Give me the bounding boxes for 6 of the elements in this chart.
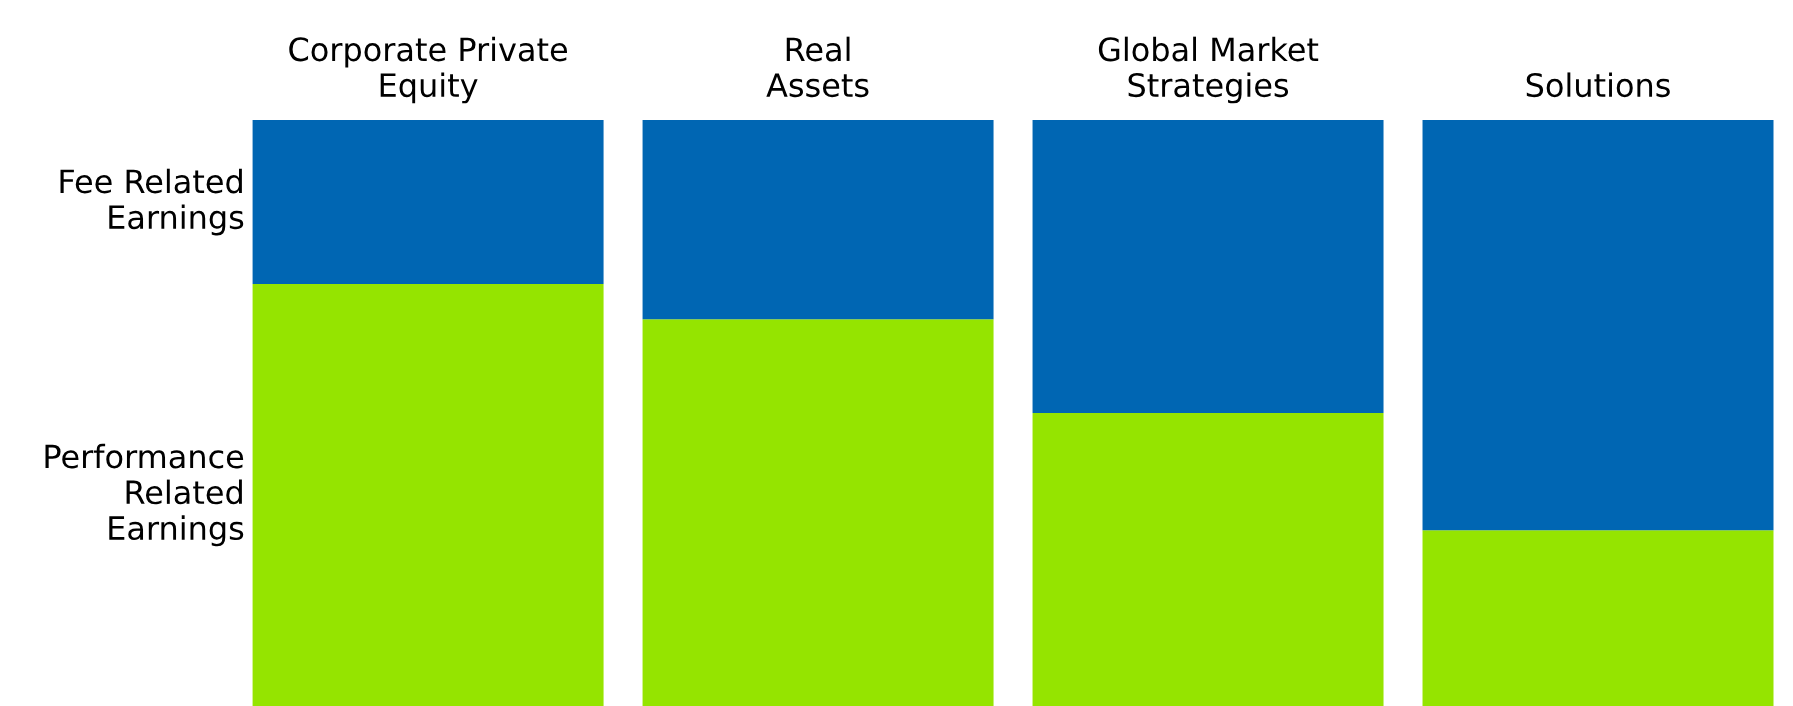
x-tick-label: Global Market Strategies [1098, 36, 1319, 104]
series-label: Performance Related Earnings [45, 443, 244, 547]
x-tick-label: Corporate Private Equity [289, 36, 567, 104]
series-label: Fee Related Earnings [60, 168, 244, 236]
x-tick-label: Real Assets [766, 36, 869, 98]
x-tick-label: Solutions [1526, 72, 1670, 98]
